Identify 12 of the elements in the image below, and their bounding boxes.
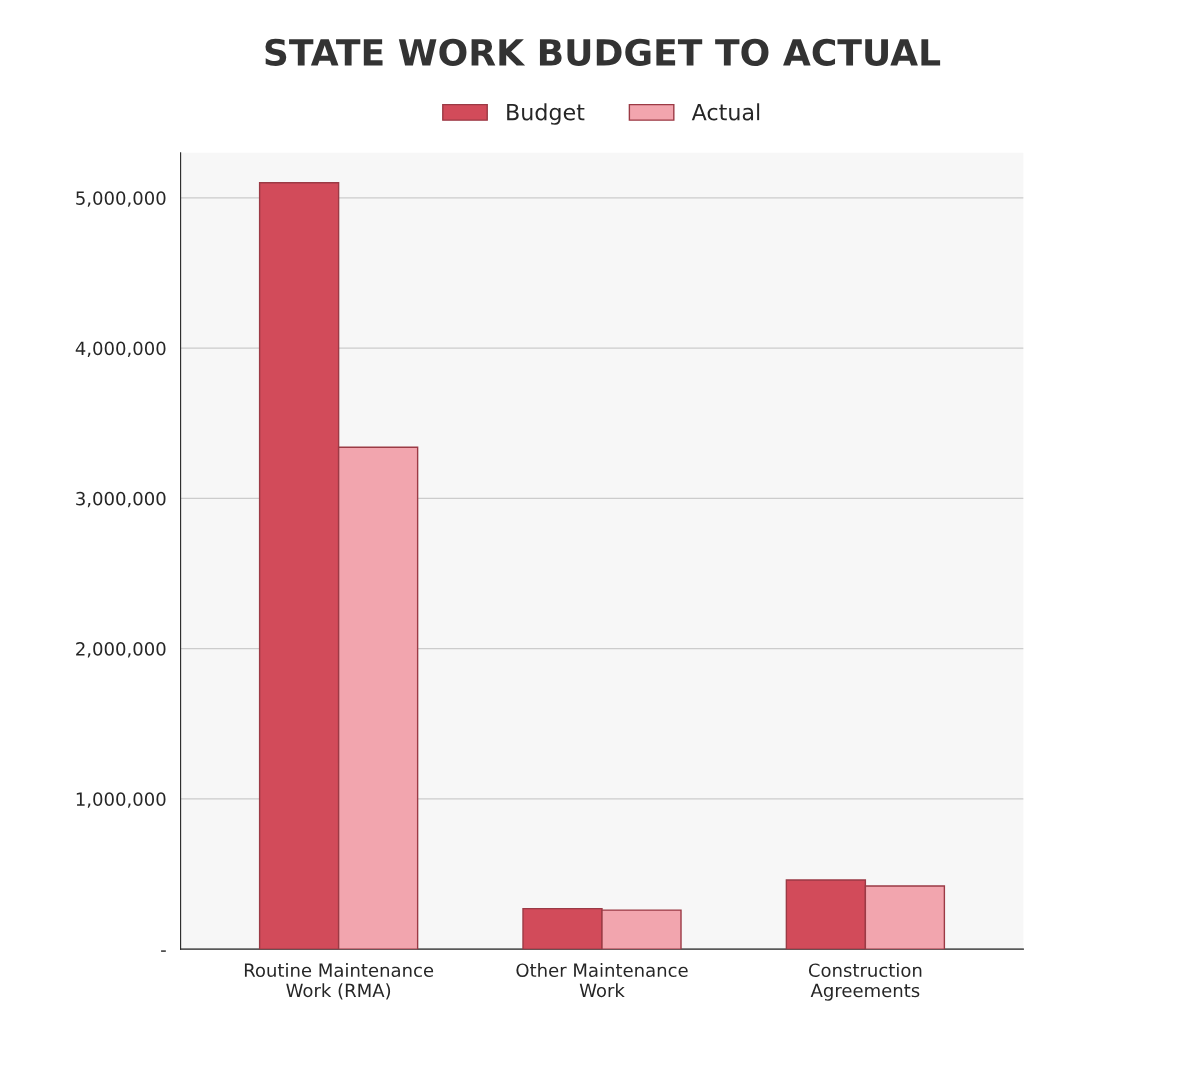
x-tick-label: Routine Maintenance Work (RMA) [244,963,434,1000]
y-tick-label: 1,000,000 [76,792,166,808]
y-tick-label: 3,000,000 [76,491,166,508]
legend-label: Actual [691,103,760,121]
x-tick-label: Construction Agreements [808,963,922,1001]
legend-label: Budget [507,103,585,125]
x-tick-label: Other Maintenance Work [516,963,688,998]
y-tick-label: 2,000,000 [76,642,166,658]
y-tick-label: - [161,950,166,952]
y-tick-label: 4,000,000 [75,341,166,358]
chart-title: STATE WORK BUDGET TO ACTUAL [265,38,941,66]
y-tick-label: 5,000,000 [76,191,166,207]
